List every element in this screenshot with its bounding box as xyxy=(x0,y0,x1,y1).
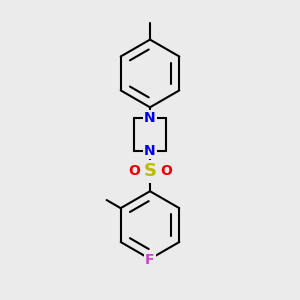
Text: O: O xyxy=(128,164,140,178)
Text: N: N xyxy=(144,144,156,158)
Text: O: O xyxy=(160,164,172,178)
Text: F: F xyxy=(145,254,155,267)
Text: N: N xyxy=(144,111,156,125)
Text: S: S xyxy=(143,163,157,181)
